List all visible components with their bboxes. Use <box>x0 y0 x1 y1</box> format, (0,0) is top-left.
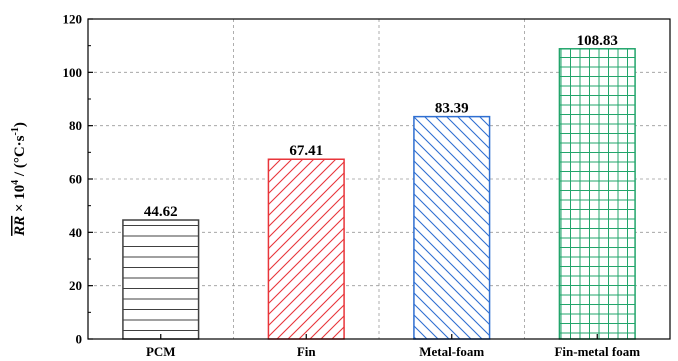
axes: 0 20 40 60 80 100 120 PCM Fin Metal-foam Fin-metal… <box>63 12 641 360</box>
y-axis-title: RR × 104 / (°C·s-1) <box>10 122 28 237</box>
bar-fin-metal-foam <box>558 48 636 340</box>
bar-metal-foam <box>413 115 491 340</box>
y-axis-title-unit: / (°C·s <box>12 135 28 179</box>
y-tick-label: 60 <box>69 172 82 187</box>
x-tick-label: PCM <box>146 344 176 359</box>
data-label: 44.62 <box>144 204 178 220</box>
y-tick-label: 100 <box>63 65 83 80</box>
bar-pcm <box>122 219 200 340</box>
x-tick-label: Fin <box>297 344 317 359</box>
x-tick-label: Metal-foam <box>419 344 484 359</box>
data-labels: 44.62 67.41 83.39 108.83 <box>144 33 618 220</box>
y-axis-title-unit-exponent: -1 <box>10 127 21 135</box>
x-tick-label: Fin-metal foam <box>554 344 640 359</box>
y-tick-label: 120 <box>63 12 83 27</box>
y-tick-label: 40 <box>69 225 82 240</box>
data-label: 83.39 <box>435 101 469 117</box>
data-label: 108.83 <box>577 33 618 49</box>
y-axis-title-multiplier: × 10 <box>12 185 28 216</box>
y-axis-title-symbol: RR <box>12 216 28 237</box>
bars <box>122 48 636 340</box>
y-tick-label: 80 <box>69 118 82 133</box>
y-tick-label: 20 <box>69 278 82 293</box>
bar-fin <box>267 158 345 340</box>
y-tick-label: 0 <box>76 332 83 347</box>
y-axis-title-unit-close: ) <box>12 122 28 127</box>
y-axis-title-exponent: 4 <box>10 180 21 185</box>
data-label: 67.41 <box>289 143 323 159</box>
